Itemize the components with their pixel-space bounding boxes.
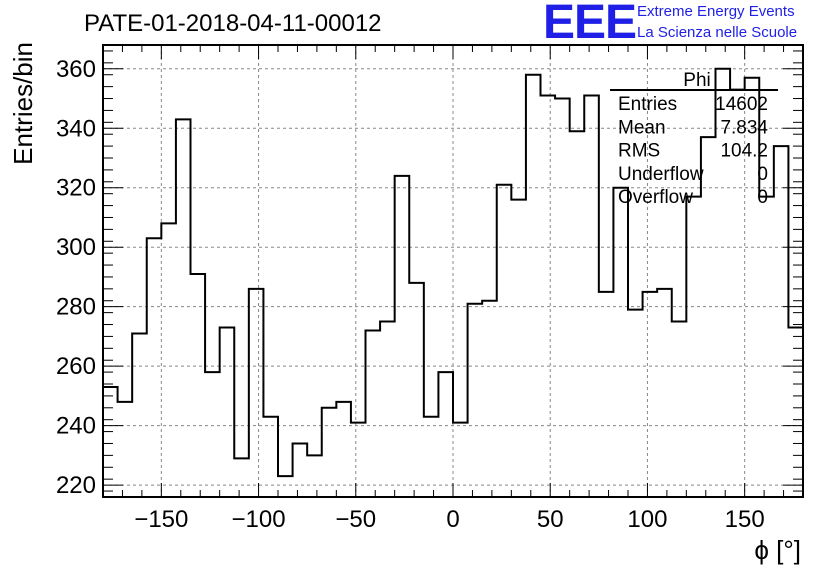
stats-value-rms: 104.2 <box>720 141 768 162</box>
y-tick-label: 220 <box>56 472 96 499</box>
stats-value-underflow: 0 <box>757 164 768 185</box>
x-tick-label: 50 <box>537 506 564 533</box>
logo-subtitle-line2: La Scienza nelle Scuole <box>637 24 798 41</box>
x-tick-label: 100 <box>627 506 667 533</box>
y-axis-title: Entries/bin <box>8 42 38 165</box>
stats-value-overflow: 0 <box>757 187 768 208</box>
x-tick-label: −50 <box>335 506 376 533</box>
axis-ticks <box>102 45 804 497</box>
eee-logo: EEE <box>543 0 637 49</box>
run-title: PATE-01-2018-04-11-00012 <box>84 10 382 37</box>
y-tick-label: 240 <box>56 413 96 440</box>
stats-value-entries: 14602 <box>715 94 768 115</box>
grid <box>103 45 803 497</box>
x-tick-label: −150 <box>134 506 188 533</box>
y-tick-label: 320 <box>56 175 96 202</box>
histogram-series <box>103 67 804 478</box>
stats-label-mean: Mean <box>618 117 666 138</box>
x-axis-title: ϕ [°] <box>754 535 801 565</box>
histogram-outline <box>103 67 804 478</box>
stats-label-overflow: Overflow <box>618 187 693 208</box>
stats-label-entries: Entries <box>618 94 677 115</box>
y-tick-label: 340 <box>56 115 96 142</box>
y-tick-label: 280 <box>56 294 96 321</box>
axis-labels: −150 −100 −50 0 50 100 150 220 240 260 280 300 320 34… <box>8 42 801 565</box>
y-tick-label: 260 <box>56 353 96 380</box>
stats-value-mean: 7.834 <box>720 117 768 138</box>
x-tick-label: 150 <box>725 506 765 533</box>
y-tick-label: 360 <box>56 56 96 83</box>
x-tick-label: −100 <box>232 506 286 533</box>
stats-label-rms: RMS <box>618 141 660 162</box>
stats-title: Phi <box>683 70 710 91</box>
y-tick-label: 300 <box>56 234 96 261</box>
logo-subtitle-line1: Extreme Energy Events <box>637 3 795 20</box>
stats-label-underflow: Underflow <box>618 164 704 185</box>
x-tick-label: 0 <box>446 506 459 533</box>
